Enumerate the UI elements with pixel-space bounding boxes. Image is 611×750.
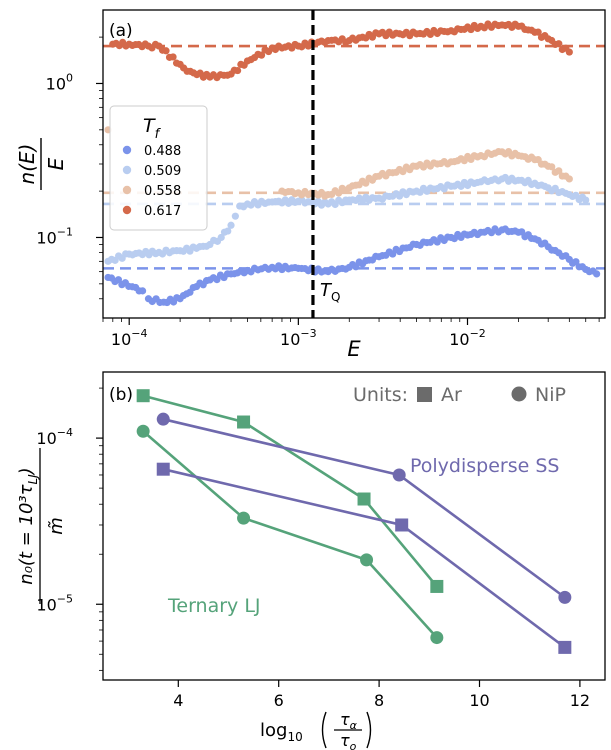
- y-axis-label: n₀(t = 10³τLJ) m̃: [16, 448, 67, 604]
- point-0.617: [534, 28, 542, 36]
- data-marker-square: [430, 579, 444, 593]
- x-tick-label: 4: [173, 691, 183, 710]
- legend-label-0.488: 0.488: [144, 144, 181, 159]
- x-tick-label: 12: [570, 691, 590, 710]
- panel-b: 4 6 8 10 12 10−5 10−4 (b) Units: Ar NiP Polydispers…: [16, 371, 606, 750]
- legend: Tf 0.488 0.509 0.558 0.617: [109, 105, 208, 231]
- y-tick-label: 100: [46, 71, 73, 93]
- legend-label-0.617: 0.617: [144, 204, 181, 219]
- annotation-ternary-lj: Ternary LJ: [167, 595, 261, 617]
- x-axis-label: E: [347, 337, 361, 361]
- data-marker-circle: [156, 412, 170, 426]
- data-marker-square: [156, 462, 170, 476]
- y-tick-label: 10−4: [36, 426, 73, 448]
- point-0.617: [169, 53, 177, 61]
- legend-title: Tf: [143, 115, 162, 142]
- legend-marker-0.509: [122, 165, 132, 175]
- tq-label: TQ: [320, 280, 340, 304]
- data-marker-circle: [430, 631, 444, 645]
- x-label-left-paren: [321, 711, 327, 749]
- x-label-log: log10: [260, 720, 303, 744]
- data-marker-square: [558, 640, 572, 654]
- legend-marker-circle: [511, 386, 527, 402]
- legend-label-ar: Ar: [441, 384, 462, 406]
- x-label-denominator: τo: [340, 731, 357, 750]
- panel-label-a: (a): [109, 21, 133, 41]
- series-line-ternary-lj-nip: [142, 430, 438, 639]
- data-marker-square: [136, 389, 150, 403]
- panel-label-b: (b): [109, 385, 133, 405]
- series-line-polydisperse-ss-nip: [162, 417, 566, 599]
- y-tick-label: 10−1: [36, 225, 73, 247]
- x-tick-label: 10−2: [449, 327, 486, 349]
- point-0.509: [582, 196, 590, 204]
- x-label-numerator: τα: [340, 710, 358, 732]
- point-0.488: [138, 287, 147, 295]
- legend-marker-0.617: [122, 205, 132, 215]
- point-0.509: [231, 212, 239, 220]
- point-0.509: [217, 233, 225, 242]
- point-0.617: [233, 66, 242, 75]
- point-0.509: [224, 227, 232, 235]
- legend-label-0.509: 0.509: [144, 164, 181, 179]
- point-0.617: [162, 47, 170, 55]
- units-label: Units:: [353, 384, 408, 406]
- point-0.617: [555, 40, 563, 48]
- data-marker-square: [395, 518, 409, 532]
- legend-marker-square: [417, 387, 432, 402]
- data-marker-circle: [237, 511, 251, 525]
- point-0.558: [565, 175, 573, 183]
- data-marker-circle: [558, 590, 572, 604]
- point-0.558: [548, 163, 556, 171]
- point-0.617: [257, 51, 266, 59]
- data-marker-circle: [392, 468, 406, 482]
- plot-frame: [102, 9, 606, 319]
- x-tick-label: 10: [469, 691, 489, 710]
- y-label-numerator: n(E): [15, 144, 39, 185]
- units-legend: Units: Ar NiP: [353, 384, 566, 406]
- legend-box: [109, 105, 208, 231]
- point-0.617: [565, 48, 573, 56]
- series-line-ternary-lj-ar: [142, 394, 438, 588]
- y-label-denominator: m̃: [46, 517, 67, 535]
- legend-label-nip: NiP: [535, 384, 566, 406]
- point-0.488: [593, 270, 601, 278]
- point-0.509: [227, 221, 235, 229]
- point-0.558: [555, 167, 563, 175]
- legend-marker-0.558: [122, 185, 132, 195]
- x-tick-label: 6: [274, 691, 284, 710]
- data-marker-square: [237, 415, 251, 429]
- annotation-polydisperse-ss: Polydisperse SS: [410, 455, 559, 477]
- data-marker-circle: [136, 424, 150, 438]
- y-tick-label: 10−5: [36, 592, 73, 614]
- x-tick-label: 10−4: [111, 327, 148, 349]
- y-label-denominator: E: [44, 157, 68, 170]
- y-axis-label: n(E) E: [15, 138, 68, 190]
- x-tick-label: 8: [374, 691, 384, 710]
- data-marker-circle: [360, 553, 374, 567]
- panel-a: 10−4 10−3 10−2 10−1 100 TQ (a) Tf 0.488 0.509 0.55…: [15, 9, 606, 361]
- legend-marker-0.488: [122, 145, 132, 155]
- plot-frame: [102, 371, 606, 681]
- x-tick-label: 10−3: [280, 327, 317, 349]
- data-marker-square: [357, 492, 371, 506]
- point-0.488: [572, 258, 580, 266]
- x-label-right-paren: [366, 711, 372, 749]
- legend-label-0.558: 0.558: [144, 184, 181, 199]
- y-label-numerator: n₀(t = 10³τLJ): [16, 467, 40, 584]
